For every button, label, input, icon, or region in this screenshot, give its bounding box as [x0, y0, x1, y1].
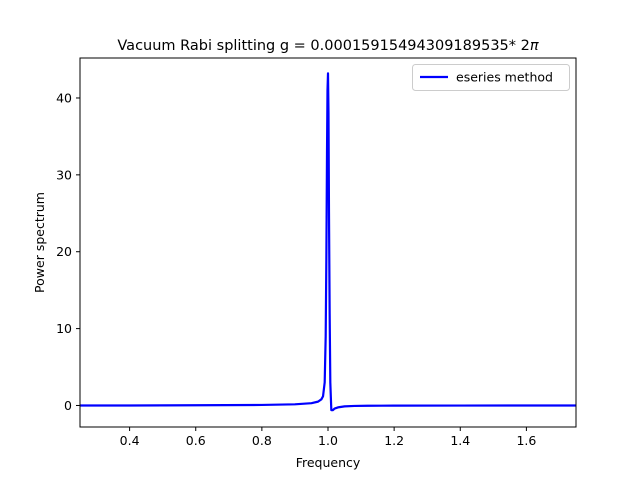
y-tick-label: 20 [56, 244, 72, 259]
legend: eseries method [412, 64, 570, 91]
legend-box [412, 64, 570, 91]
x-tick-label: 1.0 [318, 433, 338, 448]
x-tick-label: 0.6 [186, 433, 206, 448]
x-tick-label: 1.4 [450, 433, 470, 448]
y-tick-label: 40 [56, 90, 72, 105]
x-axis-ticks: 0.4 0.6 0.8 1.0 1.2 1.4 1.6 [120, 427, 536, 448]
legend-label: eseries method [456, 70, 553, 85]
y-tick-label: 0 [64, 398, 72, 413]
chart-title-symbol: π [530, 38, 539, 54]
y-tick-label: 30 [56, 167, 72, 182]
x-tick-label: 1.6 [516, 433, 536, 448]
chart-title: Vacuum Rabi splitting g = 0.000159154943… [117, 38, 538, 54]
series-line-0 [80, 72, 576, 412]
chart-title-text: Vacuum Rabi splitting g = 0.000159154943… [117, 38, 529, 54]
series-lines [80, 72, 576, 412]
x-axis-label: Frequency [296, 455, 361, 470]
plot-area: 0.4 0.6 0.8 1.0 1.2 1.4 1.6 0 10 20 30 40 [56, 57, 577, 448]
y-axis-label: Power spectrum [32, 192, 47, 293]
x-tick-label: 0.4 [120, 433, 140, 448]
x-tick-label: 1.2 [384, 433, 404, 448]
y-axis-ticks: 0 10 20 30 40 [56, 90, 80, 413]
y-tick-label: 10 [56, 321, 72, 336]
x-tick-label: 0.8 [252, 433, 272, 448]
